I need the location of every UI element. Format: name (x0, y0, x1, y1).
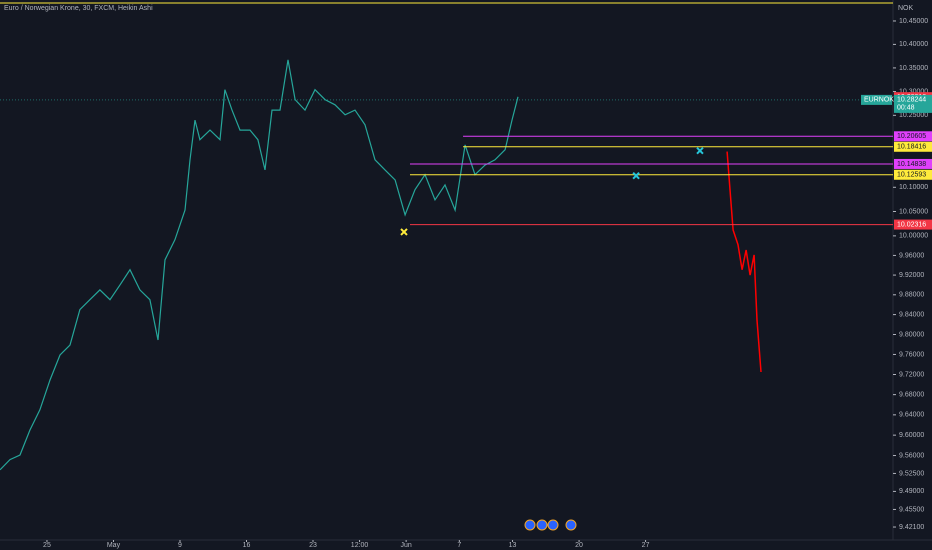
y-tick-label: 9.84000 (899, 311, 924, 318)
y-tick-label: 9.96000 (899, 252, 924, 259)
y-tick-label: 9.76000 (899, 351, 924, 358)
y-tick-label: 9.42100 (899, 524, 924, 531)
x-tick-label: 9 (178, 542, 182, 549)
x-tick-label: 13 (509, 542, 517, 549)
level-label-box (894, 219, 932, 230)
currency: NOK (898, 5, 914, 12)
y-tick-label: 10.35000 (899, 65, 928, 72)
x-tick-label: 16 (243, 542, 251, 549)
icon[interactable] (547, 519, 559, 531)
y-tick-label: 9.56000 (899, 452, 924, 459)
x-tick-label: 27 (642, 542, 650, 549)
level-label: 10.12593 (897, 172, 926, 179)
y-tick-label: 10.05000 (899, 208, 928, 215)
cross-marker (632, 171, 640, 180)
cross-marker (400, 228, 408, 236)
level-label-box (894, 141, 932, 152)
x-tick-label: 25 (43, 542, 51, 549)
y-tick-label: 10.10000 (899, 184, 928, 191)
y-tick-label: 9.49000 (899, 488, 924, 495)
level-label: 10.02316 (897, 221, 926, 228)
chart-title: Euro / Norwegian Krone, 30, FXCM, Heikin… (4, 5, 153, 12)
symbol-label-box (861, 94, 892, 105)
x-tick-label: 23 (309, 542, 317, 549)
icon[interactable] (565, 519, 577, 531)
icon[interactable] (524, 519, 536, 531)
y-tick-label: 10.40000 (899, 41, 928, 48)
y-tick-label: 9.72000 (899, 371, 924, 378)
y-tick-label: 10.45000 (899, 18, 928, 25)
cross-marker (696, 146, 704, 155)
y-tick-label: 9.92000 (899, 272, 924, 279)
level-label: 10.14838 (897, 161, 926, 168)
level-label-box (894, 131, 932, 142)
toolbar-icons[interactable] (524, 519, 577, 531)
y-tick-label: 9.64000 (899, 412, 924, 419)
y-tick-label: 10.30000 (899, 88, 928, 95)
x-tick-label: May (107, 542, 121, 549)
level-label-box (894, 169, 932, 180)
last-label-box (894, 94, 932, 113)
x-tick-label: Jun (400, 542, 411, 549)
level-label: 10.20605 (897, 133, 926, 140)
y-tick-label: 9.60000 (899, 432, 924, 439)
projection-line (726, 151, 762, 373)
x-tick-label: 12:00 (351, 542, 369, 549)
icon[interactable] (536, 519, 548, 531)
y-tick-label: 9.88000 (899, 292, 924, 299)
price-line (0, 59, 519, 471)
y-tick-label: 10.00000 (899, 233, 928, 240)
symbol-label: EURNOK (864, 97, 894, 104)
x-tick-label: 20 (575, 542, 583, 549)
y-tick-label: 9.68000 (899, 391, 924, 398)
y-tick-label: 9.80000 (899, 331, 924, 338)
level-label: 10.18416 (897, 144, 926, 151)
x-tick-label: 7 (457, 542, 461, 549)
y-tick-label: 10.25000 (899, 112, 928, 119)
last-label: 10.28244 (897, 97, 926, 104)
y-tick-label: 9.52500 (899, 470, 924, 477)
countdown: 00:48 (897, 105, 915, 112)
level-label-box (894, 158, 932, 169)
y-tick-label: 9.45500 (899, 506, 924, 513)
